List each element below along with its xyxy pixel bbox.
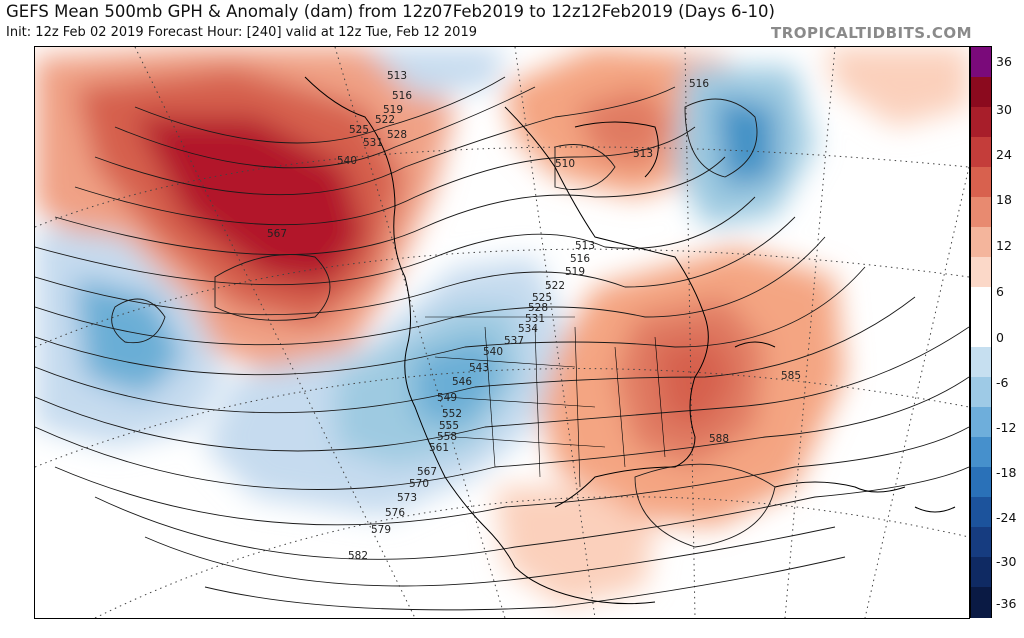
contour-label: 573 — [397, 492, 417, 504]
contour-label: 513 — [575, 240, 595, 252]
contour-label: 540 — [337, 155, 357, 167]
colorbar-label: -6 — [996, 375, 1009, 390]
contour-label: 570 — [409, 478, 429, 490]
contour-label: 519 — [383, 104, 403, 116]
contour-label: 588 — [709, 433, 729, 445]
colorbar-segment — [971, 107, 991, 138]
contour-label: 525 — [349, 124, 369, 136]
colorbar-label: 12 — [996, 238, 1012, 253]
contour-label: 531 — [525, 313, 545, 325]
header: GEFS Mean 500mb GPH & Anomaly (dam) from… — [0, 0, 1024, 46]
colorbar-segment — [971, 137, 991, 168]
colorbar-label: 18 — [996, 192, 1012, 207]
colorbar-segment — [971, 197, 991, 228]
contour-label: 546 — [452, 376, 472, 388]
colorbar-label: -18 — [996, 465, 1017, 480]
state-borders — [425, 316, 666, 488]
contour-label: 516 — [570, 253, 590, 265]
colorbar-label: 24 — [996, 147, 1012, 162]
contour-label: 516 — [392, 90, 412, 102]
contour-label: 579 — [371, 524, 391, 536]
colorbar-label: 30 — [996, 102, 1012, 117]
colorbar-label: -12 — [996, 420, 1017, 435]
colorbar-segment — [971, 257, 991, 288]
colorbar-segment — [971, 77, 991, 108]
contour-label: 522 — [375, 114, 395, 126]
contour-labels: 513 516 519 522 525 528 531 540 567 510 … — [267, 70, 801, 562]
contour-label: 540 — [483, 346, 503, 358]
colorbar-segment — [971, 347, 991, 378]
contour-label: 531 — [363, 137, 383, 149]
contour-label: 552 — [442, 408, 462, 420]
contour-label: 534 — [518, 323, 538, 335]
contour-label: 522 — [545, 280, 565, 292]
colorbar-segment — [971, 527, 991, 558]
colorbar-label: 36 — [996, 54, 1012, 69]
contour-label: 549 — [437, 392, 457, 404]
colorbar-segment — [971, 287, 991, 318]
contour-label: 567 — [417, 466, 437, 478]
colorbar-segment — [971, 557, 991, 588]
height-contours-lines — [35, 76, 969, 611]
colorbar-label: 0 — [996, 330, 1004, 345]
colorbar-label: 6 — [996, 284, 1004, 299]
contour-label: 528 — [387, 129, 407, 141]
contour-label: 567 — [267, 228, 287, 240]
colorbar-segment — [971, 497, 991, 528]
anomaly-shading — [35, 47, 969, 607]
colorbar-label: -36 — [996, 596, 1017, 611]
colorbar-label: -30 — [996, 554, 1017, 569]
contour-label: 513 — [387, 70, 407, 82]
map-subtitle: Init: 12z Feb 02 2019 Forecast Hour: [24… — [6, 25, 477, 40]
map-panel[interactable]: 513 516 519 522 525 528 531 540 567 510 … — [34, 46, 970, 619]
contour-label: 528 — [528, 302, 548, 314]
contour-label: 510 — [555, 158, 575, 170]
contour-label: 555 — [439, 420, 459, 432]
colorbar-label: -24 — [996, 510, 1017, 525]
contour-label: 519 — [565, 266, 585, 278]
colorbar-segment — [971, 587, 991, 618]
map-canvas: 513 516 519 522 525 528 531 540 567 510 … — [35, 47, 969, 618]
colorbar-segment — [971, 407, 991, 438]
colorbar-segment — [971, 167, 991, 198]
colorbar-segment — [971, 227, 991, 258]
map-title: GEFS Mean 500mb GPH & Anomaly (dam) from… — [6, 2, 775, 21]
anomaly-colorbar — [970, 46, 992, 618]
contour-label: 582 — [348, 550, 368, 562]
colorbar-segment — [971, 377, 991, 408]
colorbar-segment — [971, 317, 991, 348]
contour-label: 576 — [385, 507, 405, 519]
contour-label: 558 — [437, 431, 457, 443]
colorbar-segment — [971, 437, 991, 468]
contour-label: 543 — [469, 362, 489, 374]
contour-label: 513 — [633, 148, 653, 160]
contour-label: 516 — [689, 78, 709, 90]
contour-label: 561 — [429, 442, 449, 454]
brand-watermark[interactable]: TROPICALTIDBITS.COM — [771, 24, 972, 42]
coastlines — [304, 76, 956, 605]
contour-label: 537 — [504, 335, 524, 347]
colorbar-segment — [971, 47, 991, 78]
graticule — [35, 47, 969, 618]
contour-label: 525 — [532, 292, 552, 304]
contour-label: 585 — [781, 370, 801, 382]
colorbar-segment — [971, 467, 991, 498]
